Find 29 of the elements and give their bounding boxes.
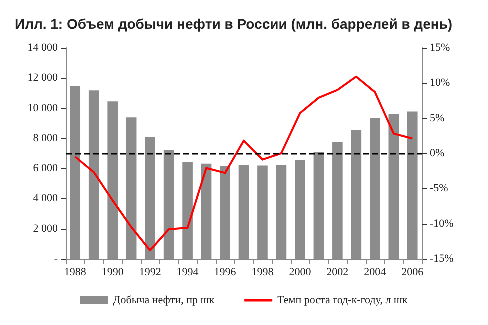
y-tick-label: 12 000 xyxy=(28,72,58,84)
y-tick-label: 10 000 xyxy=(28,102,58,114)
x-tick-label: 2000 xyxy=(289,266,312,278)
y-tick-label: 2 000 xyxy=(33,222,58,235)
x-tick-label: 2002 xyxy=(326,266,349,278)
y2-tick-label: 15% xyxy=(430,42,450,54)
x-tick-label: 2006 xyxy=(402,266,424,278)
x-tick-label: 1996 xyxy=(214,266,237,278)
x-tick-label: 1994 xyxy=(176,266,200,278)
y2-tick-label: 10% xyxy=(430,77,450,90)
y-tick-label: - xyxy=(54,253,58,265)
y-tick-label: 14 000 xyxy=(28,42,58,54)
y-tick-label: 6 000 xyxy=(33,162,58,175)
y2-tick-label: -5% xyxy=(430,182,448,195)
y2-tick-label: 0% xyxy=(430,148,445,160)
x-tick-label: 1988 xyxy=(64,266,87,278)
legend-label: Добыча нефти, пр шк xyxy=(113,294,216,306)
y-tick-label: 8 000 xyxy=(33,132,58,144)
chart-title: Илл. 1: Объем добычи нефти в России (млн. баррелей в день) xyxy=(15,16,453,32)
x-tick-label: 1990 xyxy=(102,266,124,278)
y2-tick-label: -10% xyxy=(430,218,454,230)
x-tick-label: 2004 xyxy=(364,266,387,278)
y2-tick-label: 5% xyxy=(430,112,445,124)
y-tick-label: 4 000 xyxy=(33,192,58,205)
x-tick-label: 1992 xyxy=(139,266,162,278)
legend-label: Темп роста год-к-году, л шк xyxy=(278,294,408,306)
line-series xyxy=(74,76,414,252)
y2-tick-label: -15% xyxy=(430,253,454,265)
x-tick-label: 1998 xyxy=(252,266,274,278)
